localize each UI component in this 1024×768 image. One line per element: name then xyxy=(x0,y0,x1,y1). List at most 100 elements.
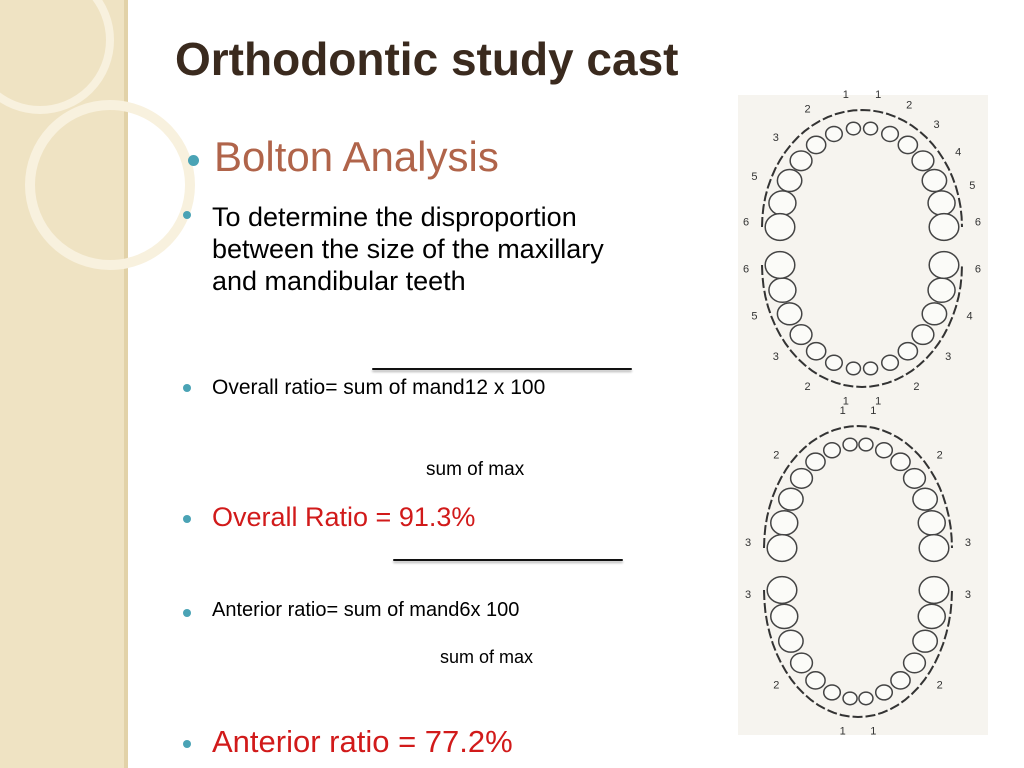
tooth xyxy=(928,250,960,280)
tooth xyxy=(902,652,927,674)
tooth xyxy=(927,190,956,216)
tooth-number: 3 xyxy=(934,119,940,131)
bullet-text: Overall ratio= sum of mand12 x 100 xyxy=(212,376,546,399)
bullet-text: Anterior ratio = 77.2% xyxy=(212,724,513,759)
fraction-line xyxy=(372,368,632,370)
arch-outline xyxy=(763,589,953,719)
tooth xyxy=(766,533,798,563)
tooth xyxy=(845,361,862,376)
tooth-number: 1 xyxy=(875,396,881,408)
deco-circle xyxy=(25,100,195,270)
tooth-number: 4 xyxy=(966,311,972,323)
bullet xyxy=(183,384,191,392)
tooth xyxy=(768,277,797,304)
tooth xyxy=(764,250,796,280)
tooth-number: 1 xyxy=(870,405,876,417)
tooth xyxy=(768,190,797,216)
tooth xyxy=(890,452,911,472)
tooth-number: 1 xyxy=(843,89,849,101)
tooth xyxy=(789,324,813,346)
tooth-number: 2 xyxy=(804,103,810,115)
tooth xyxy=(777,629,804,653)
tooth xyxy=(911,324,935,346)
tooth-number: 2 xyxy=(773,450,779,462)
tooth xyxy=(770,509,799,536)
tooth xyxy=(902,467,927,489)
tooth-number: 6 xyxy=(743,264,749,276)
deco-circle xyxy=(0,0,114,114)
tooth-number: 2 xyxy=(906,99,912,111)
denominator: sum of max xyxy=(440,647,534,667)
arch-outline xyxy=(761,264,963,389)
dental-diagram: 1 2 3 5 6 1 2 3 4 5 6 1 2 3 5 6 1 2 3 4 6 1 2 3 1 2 3 1 2 3 1 2 3 xyxy=(743,89,981,737)
denominator: sum of max xyxy=(426,459,525,480)
tooth xyxy=(862,121,879,136)
tooth-number: 1 xyxy=(875,89,881,101)
tooth xyxy=(805,452,826,472)
tooth xyxy=(805,341,827,361)
tooth xyxy=(822,684,842,701)
tooth xyxy=(845,121,862,136)
tooth xyxy=(912,629,939,653)
tooth xyxy=(776,168,803,193)
tooth xyxy=(776,302,803,326)
tooth xyxy=(770,603,799,630)
tooth-number: 6 xyxy=(975,264,981,276)
tooth xyxy=(921,302,948,326)
tooth xyxy=(880,354,900,371)
tooth-number: 3 xyxy=(965,537,971,549)
tooth xyxy=(912,487,939,511)
bullet xyxy=(183,515,191,523)
tooth xyxy=(777,487,804,511)
fraction-line xyxy=(393,559,623,561)
tooth xyxy=(874,442,894,459)
tooth xyxy=(858,437,874,452)
bullet-text: Anterior ratio= sum of mand6x 100 xyxy=(212,599,520,621)
tooth xyxy=(897,135,919,155)
tooth-number: 3 xyxy=(965,589,971,601)
tooth-number: 5 xyxy=(751,311,757,323)
tooth xyxy=(917,603,946,630)
tooth-number: 2 xyxy=(937,450,943,462)
tooth xyxy=(805,670,826,690)
tooth xyxy=(824,354,844,371)
tooth xyxy=(918,575,950,605)
tooth-number: 1 xyxy=(840,405,846,417)
tooth xyxy=(880,125,900,143)
tooth xyxy=(927,277,956,304)
side-strip xyxy=(0,0,128,768)
tooth-number: 4 xyxy=(955,147,961,159)
tooth-number: 1 xyxy=(870,726,876,738)
arch-outline xyxy=(761,108,963,228)
tooth xyxy=(917,509,946,536)
tooth-number: 5 xyxy=(969,180,975,192)
tooth-number: 6 xyxy=(975,216,981,228)
tooth xyxy=(874,684,894,701)
tooth xyxy=(789,652,814,674)
tooth xyxy=(842,691,858,706)
tooth xyxy=(842,437,858,452)
bullet xyxy=(188,155,199,166)
tooth-number: 6 xyxy=(743,216,749,228)
arch-outline xyxy=(763,424,953,549)
tooth xyxy=(764,212,796,242)
tooth-number: 3 xyxy=(773,132,779,144)
tooth xyxy=(824,125,844,143)
tooth-number: 3 xyxy=(745,589,751,601)
tooth xyxy=(789,467,814,489)
tooth xyxy=(789,150,813,172)
tooth-number: 2 xyxy=(913,381,919,393)
tooth-number: 1 xyxy=(843,396,849,408)
tooth-number: 2 xyxy=(804,381,810,393)
tooth xyxy=(766,575,798,605)
tooth-number: 2 xyxy=(937,680,943,692)
tooth-number: 3 xyxy=(745,537,751,549)
tooth xyxy=(918,533,950,563)
tooth-number: 3 xyxy=(773,351,779,363)
tooth-number: 2 xyxy=(773,680,779,692)
tooth-number: 3 xyxy=(945,351,951,363)
tooth xyxy=(862,361,879,376)
tooth-number: 1 xyxy=(840,726,846,738)
